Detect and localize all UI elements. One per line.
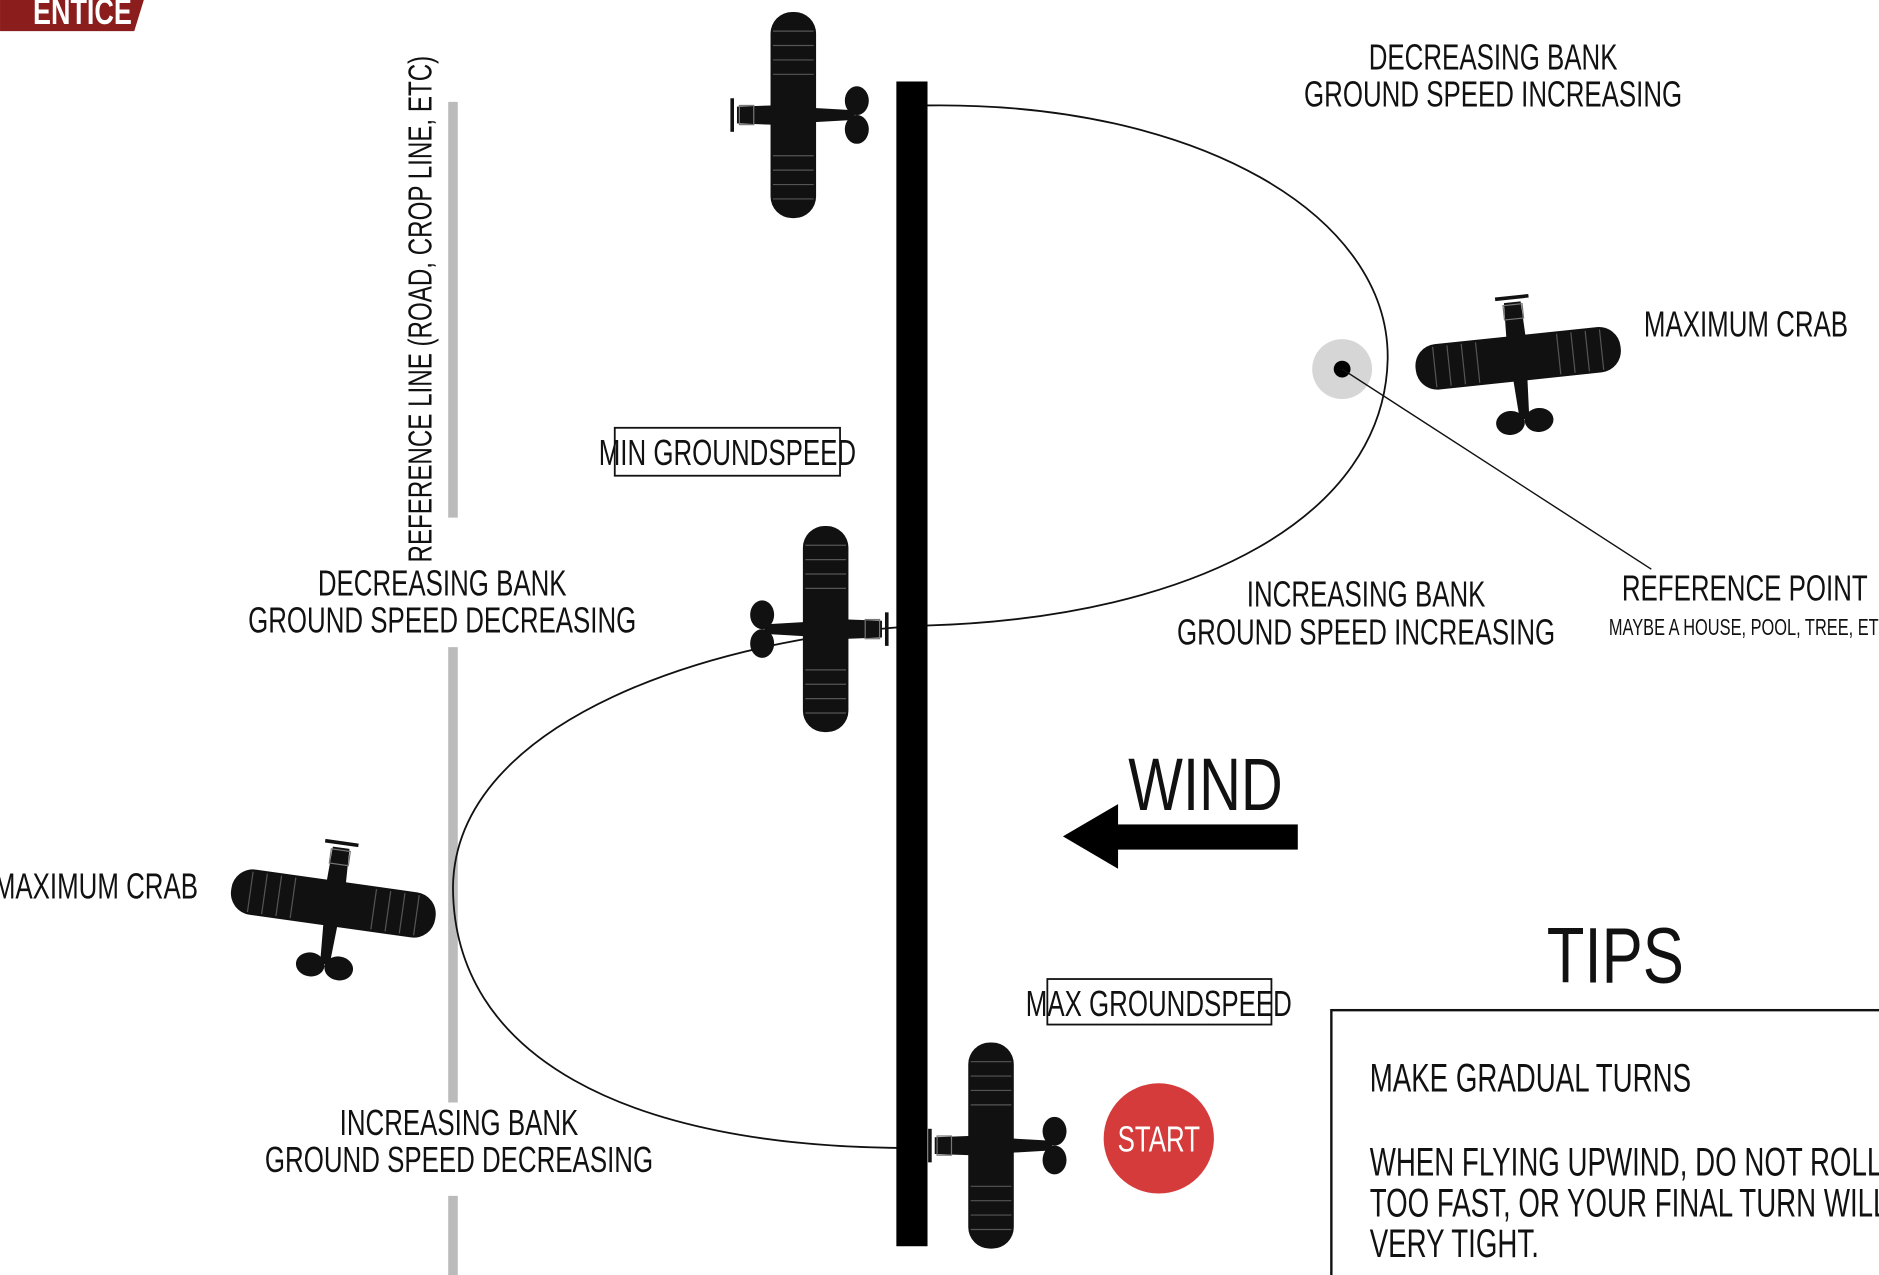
page: ENTICE REFERENCE LINE (ROAD, CROP LINE, … <box>0 0 1879 1275</box>
label: GROUND SPEED INCREASING <box>1177 613 1555 653</box>
airplane <box>221 829 444 993</box>
label: INCREASING BANK <box>1247 574 1486 614</box>
tip-line: TOO FAST, OR YOUR FINAL TURN WILL BE <box>1370 1182 1879 1226</box>
tip-line: VERY TIGHT. <box>1370 1222 1539 1266</box>
wind-label: WIND <box>1128 744 1282 827</box>
label: INCREASING BANK <box>340 1103 579 1143</box>
reference-line-label: REFERENCE LINE (ROAD, CROP LINE, ETC) <box>403 56 440 563</box>
tips-title: TIPS <box>1547 912 1684 1000</box>
label: MIN GROUNDSPEED <box>599 433 856 473</box>
airplane <box>750 526 887 732</box>
label: MAX GROUNDSPEED <box>1026 984 1292 1024</box>
logo-text: ENTICE <box>33 0 132 32</box>
tip: MAKE GRADUAL TURNS <box>1370 1057 1691 1101</box>
s-turns-diagram: ENTICE REFERENCE LINE (ROAD, CROP LINE, … <box>0 0 1879 1275</box>
label-note: MAYBE A HOUSE, POOL, TREE, ETC. <box>1609 616 1879 641</box>
tip-line: WHEN FLYING UPWIND, DO NOT ROLL IN <box>1370 1141 1879 1185</box>
reference-point-leader <box>1342 369 1651 569</box>
label: GROUND SPEED INCREASING <box>1304 75 1682 115</box>
airplane <box>732 12 869 218</box>
label: GROUND SPEED DECREASING <box>248 601 636 641</box>
airplane <box>1409 287 1628 444</box>
label: MAXIMUM CRAB <box>0 867 198 907</box>
label: MAXIMUM CRAB <box>1644 305 1848 345</box>
airplane <box>930 1043 1067 1249</box>
label: DECREASING BANK <box>1369 37 1618 77</box>
ground-reference-bar <box>896 81 927 1246</box>
label: GROUND SPEED DECREASING <box>265 1140 653 1180</box>
start-label: START <box>1118 1119 1200 1159</box>
label: REFERENCE POINT <box>1622 568 1868 608</box>
label: DECREASING BANK <box>318 563 567 603</box>
